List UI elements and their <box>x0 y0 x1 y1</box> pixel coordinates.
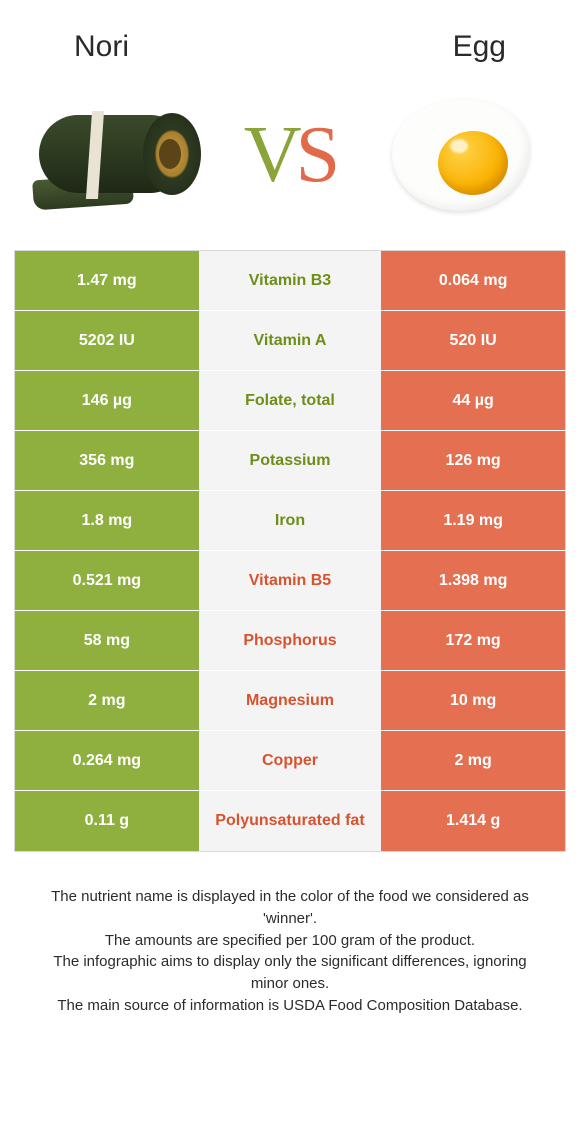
table-row: 1.8 mgIron1.19 mg <box>15 491 565 551</box>
nori-image <box>34 90 204 220</box>
cell-left: 1.8 mg <box>15 491 199 550</box>
cell-left: 0.11 g <box>15 791 199 851</box>
cell-left: 5202 IU <box>15 311 199 370</box>
vs-label: VS <box>244 110 336 201</box>
cell-label: Folate, total <box>199 371 382 430</box>
header-titles: Nori Egg <box>14 20 566 78</box>
footer-line: The amounts are specified per 100 gram o… <box>40 930 540 952</box>
footer-line: The main source of information is USDA F… <box>40 995 540 1017</box>
cell-right: 0.064 mg <box>381 251 565 310</box>
cell-left: 0.264 mg <box>15 731 199 790</box>
cell-left: 58 mg <box>15 611 199 670</box>
title-left: Nori <box>74 30 129 64</box>
cell-left: 0.521 mg <box>15 551 199 610</box>
cell-right: 1.19 mg <box>381 491 565 550</box>
cell-label: Copper <box>199 731 382 790</box>
egg-image <box>376 90 546 220</box>
footer-notes: The nutrient name is displayed in the co… <box>14 852 566 1017</box>
cell-right: 1.398 mg <box>381 551 565 610</box>
vs-v: V <box>244 110 298 201</box>
table-row: 1.47 mgVitamin B30.064 mg <box>15 251 565 311</box>
cell-label: Potassium <box>199 431 382 490</box>
table-row: 2 mgMagnesium10 mg <box>15 671 565 731</box>
table-row: 146 µgFolate, total44 µg <box>15 371 565 431</box>
cell-left: 2 mg <box>15 671 199 730</box>
table-row: 356 mgPotassium126 mg <box>15 431 565 491</box>
cell-label: Polyunsaturated fat <box>199 791 382 851</box>
table-row: 5202 IUVitamin A520 IU <box>15 311 565 371</box>
title-right: Egg <box>453 30 506 64</box>
cell-label: Vitamin B5 <box>199 551 382 610</box>
comparison-table: 1.47 mgVitamin B30.064 mg5202 IUVitamin … <box>14 250 566 852</box>
hero-row: VS <box>14 78 566 250</box>
cell-left: 356 mg <box>15 431 199 490</box>
cell-label: Phosphorus <box>199 611 382 670</box>
table-row: 58 mgPhosphorus172 mg <box>15 611 565 671</box>
cell-label: Magnesium <box>199 671 382 730</box>
table-row: 0.11 gPolyunsaturated fat1.414 g <box>15 791 565 851</box>
cell-right: 172 mg <box>381 611 565 670</box>
cell-label: Vitamin A <box>199 311 382 370</box>
cell-right: 520 IU <box>381 311 565 370</box>
cell-right: 10 mg <box>381 671 565 730</box>
cell-left: 1.47 mg <box>15 251 199 310</box>
table-row: 0.521 mgVitamin B51.398 mg <box>15 551 565 611</box>
cell-label: Iron <box>199 491 382 550</box>
cell-right: 2 mg <box>381 731 565 790</box>
cell-label: Vitamin B3 <box>199 251 382 310</box>
cell-right: 126 mg <box>381 431 565 490</box>
footer-line: The nutrient name is displayed in the co… <box>40 886 540 930</box>
cell-right: 1.414 g <box>381 791 565 851</box>
cell-left: 146 µg <box>15 371 199 430</box>
footer-line: The infographic aims to display only the… <box>40 951 540 995</box>
cell-right: 44 µg <box>381 371 565 430</box>
vs-s: S <box>296 110 337 201</box>
table-row: 0.264 mgCopper2 mg <box>15 731 565 791</box>
